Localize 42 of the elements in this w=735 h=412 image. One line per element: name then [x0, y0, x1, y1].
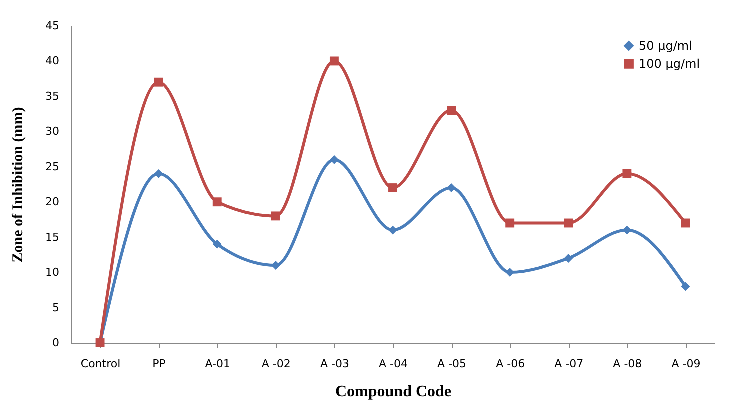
point [622, 169, 632, 178]
point [506, 218, 515, 228]
point [388, 184, 398, 192]
point [271, 212, 280, 221]
y-tick-label: 15 [46, 230, 60, 244]
y-tick-label: 5 [52, 301, 60, 314]
point [212, 198, 222, 207]
x-tick-label: A -05 [438, 358, 467, 370]
point [330, 155, 339, 164]
x-tick-label: A-01 [205, 358, 230, 370]
point [681, 282, 690, 292]
y-tick-label: 30 [46, 125, 60, 138]
point [447, 184, 456, 192]
point [388, 226, 398, 235]
y-tick-label: 20 [46, 196, 60, 209]
point [681, 218, 690, 228]
x-tick-label: A -07 [554, 358, 584, 370]
y-tick-label: 40 [46, 54, 60, 68]
x-tick-label: A -06 [496, 358, 526, 370]
y-tick-label: 10 [46, 266, 60, 280]
point [154, 169, 164, 178]
x-tick-label: A -02 [262, 358, 291, 370]
x-tick-label: A -04 [379, 358, 408, 370]
x-tick-label: A -03 [320, 358, 350, 370]
y-tick-label: 45 [46, 20, 60, 32]
point [212, 240, 222, 249]
point [564, 218, 574, 228]
point [330, 56, 339, 66]
legend-label: 100 µg/ml [639, 57, 700, 71]
x-tick-label: PP [152, 358, 166, 370]
y-tick-label: 35 [46, 90, 60, 103]
point [154, 78, 164, 87]
x-tick-label: A -09 [672, 358, 701, 370]
point [564, 254, 574, 263]
y-axis-title: Zone of Inhibition (mm) [10, 107, 27, 263]
x-tick-label: Control [80, 358, 121, 370]
point [447, 106, 456, 116]
y-tick-label: 0 [52, 336, 60, 350]
x-axis-title: Compound Code [335, 384, 452, 400]
x-tick-label: A -08 [613, 358, 642, 370]
legend-label: 50 µg/ml [639, 39, 692, 53]
y-tick-label: 25 [46, 160, 60, 174]
